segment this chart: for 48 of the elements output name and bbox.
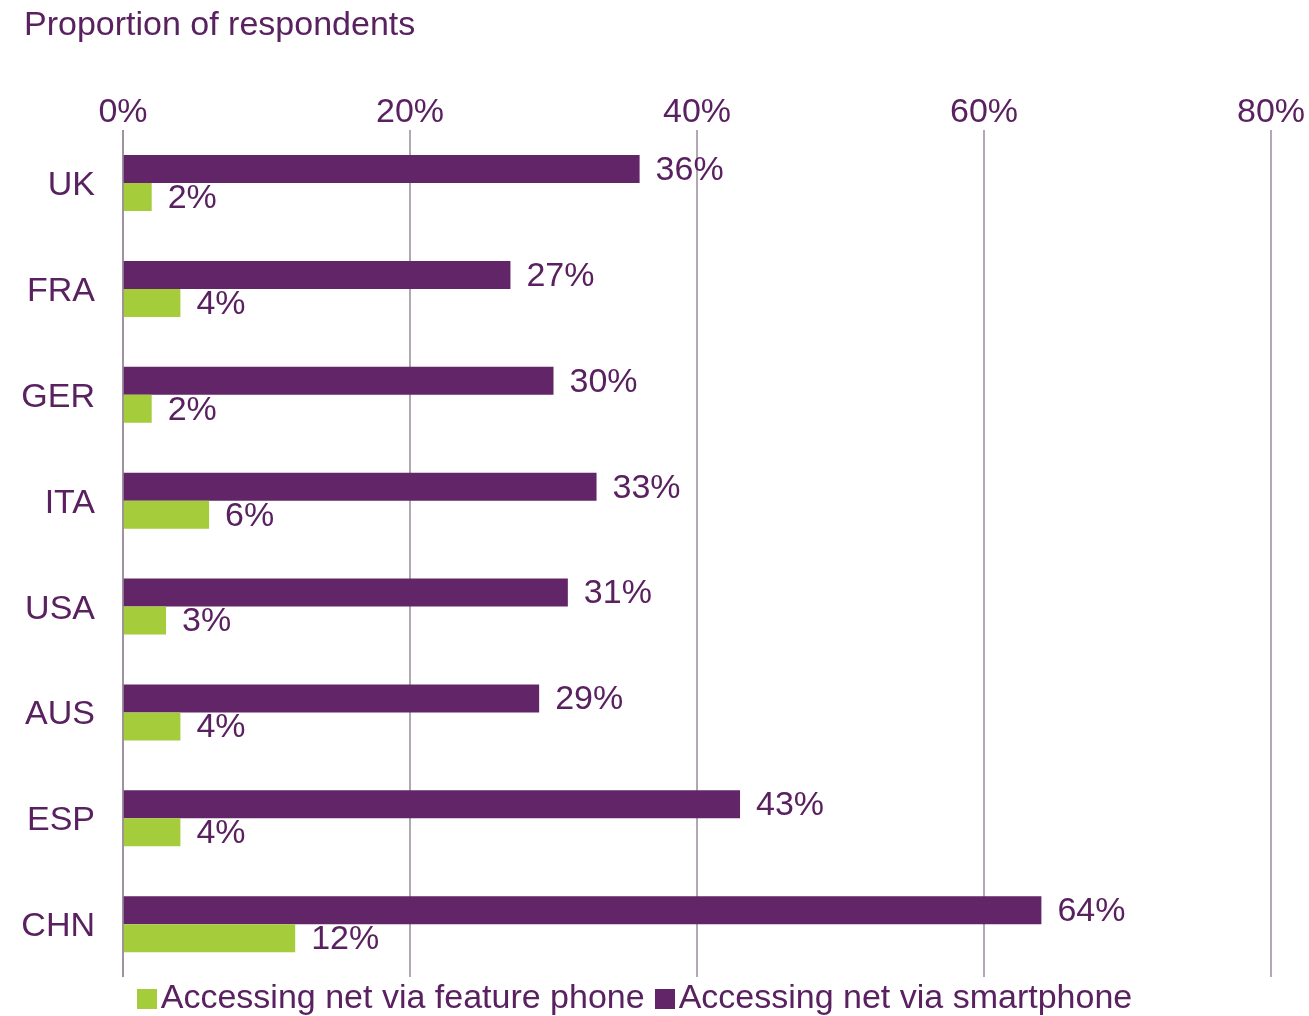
bar: [123, 260, 511, 289]
data-label: 2%: [167, 176, 217, 215]
data-label: 3%: [182, 600, 232, 639]
y-tick-label: GER: [21, 375, 95, 414]
data-label: 4%: [196, 282, 246, 321]
bar: [123, 924, 296, 953]
bar: [123, 183, 152, 211]
bar: [123, 712, 181, 741]
y-tick-label: ITA: [44, 481, 96, 520]
bar: [123, 394, 152, 423]
data-label: 12%: [311, 918, 380, 957]
x-tick-label: 0%: [98, 91, 148, 129]
x-tick-label: 80%: [1236, 91, 1306, 129]
data-label: 4%: [196, 812, 246, 851]
bar: [123, 606, 167, 635]
bar: [123, 288, 181, 317]
x-tick-label: 40%: [662, 91, 732, 129]
data-label: 64%: [1057, 890, 1126, 929]
x-tick-label: 20%: [375, 91, 445, 129]
bar: [123, 578, 568, 607]
bar: [123, 472, 597, 501]
data-label: 29%: [555, 678, 624, 717]
y-tick-label: UK: [47, 164, 96, 203]
y-tick-label: ESP: [26, 799, 95, 838]
bar: [123, 684, 540, 713]
bar: [123, 155, 640, 183]
chart-title: Proportion of respondents: [24, 4, 416, 43]
y-tick-label: CHN: [21, 905, 95, 944]
bar: [123, 366, 554, 395]
y-tick-label: FRA: [27, 269, 96, 308]
data-label: 43%: [756, 784, 825, 823]
data-label: 2%: [167, 388, 217, 427]
bar: [123, 896, 1042, 925]
legend-label: Accessing net via smartphone: [678, 977, 1133, 1015]
legend-label: Accessing net via feature phone: [160, 977, 645, 1015]
data-label: 33%: [612, 466, 681, 505]
data-label: 27%: [526, 254, 595, 293]
x-tick-label: 60%: [949, 91, 1019, 129]
data-label: 36%: [655, 148, 724, 187]
data-label: 31%: [583, 572, 652, 611]
bar: [123, 818, 181, 847]
bar: [123, 790, 741, 819]
bar: [123, 500, 210, 529]
data-label: 6%: [225, 494, 275, 533]
y-tick-label: AUS: [25, 693, 95, 732]
data-label: 4%: [196, 706, 246, 745]
y-tick-label: USA: [25, 587, 96, 626]
data-label: 30%: [569, 360, 638, 399]
